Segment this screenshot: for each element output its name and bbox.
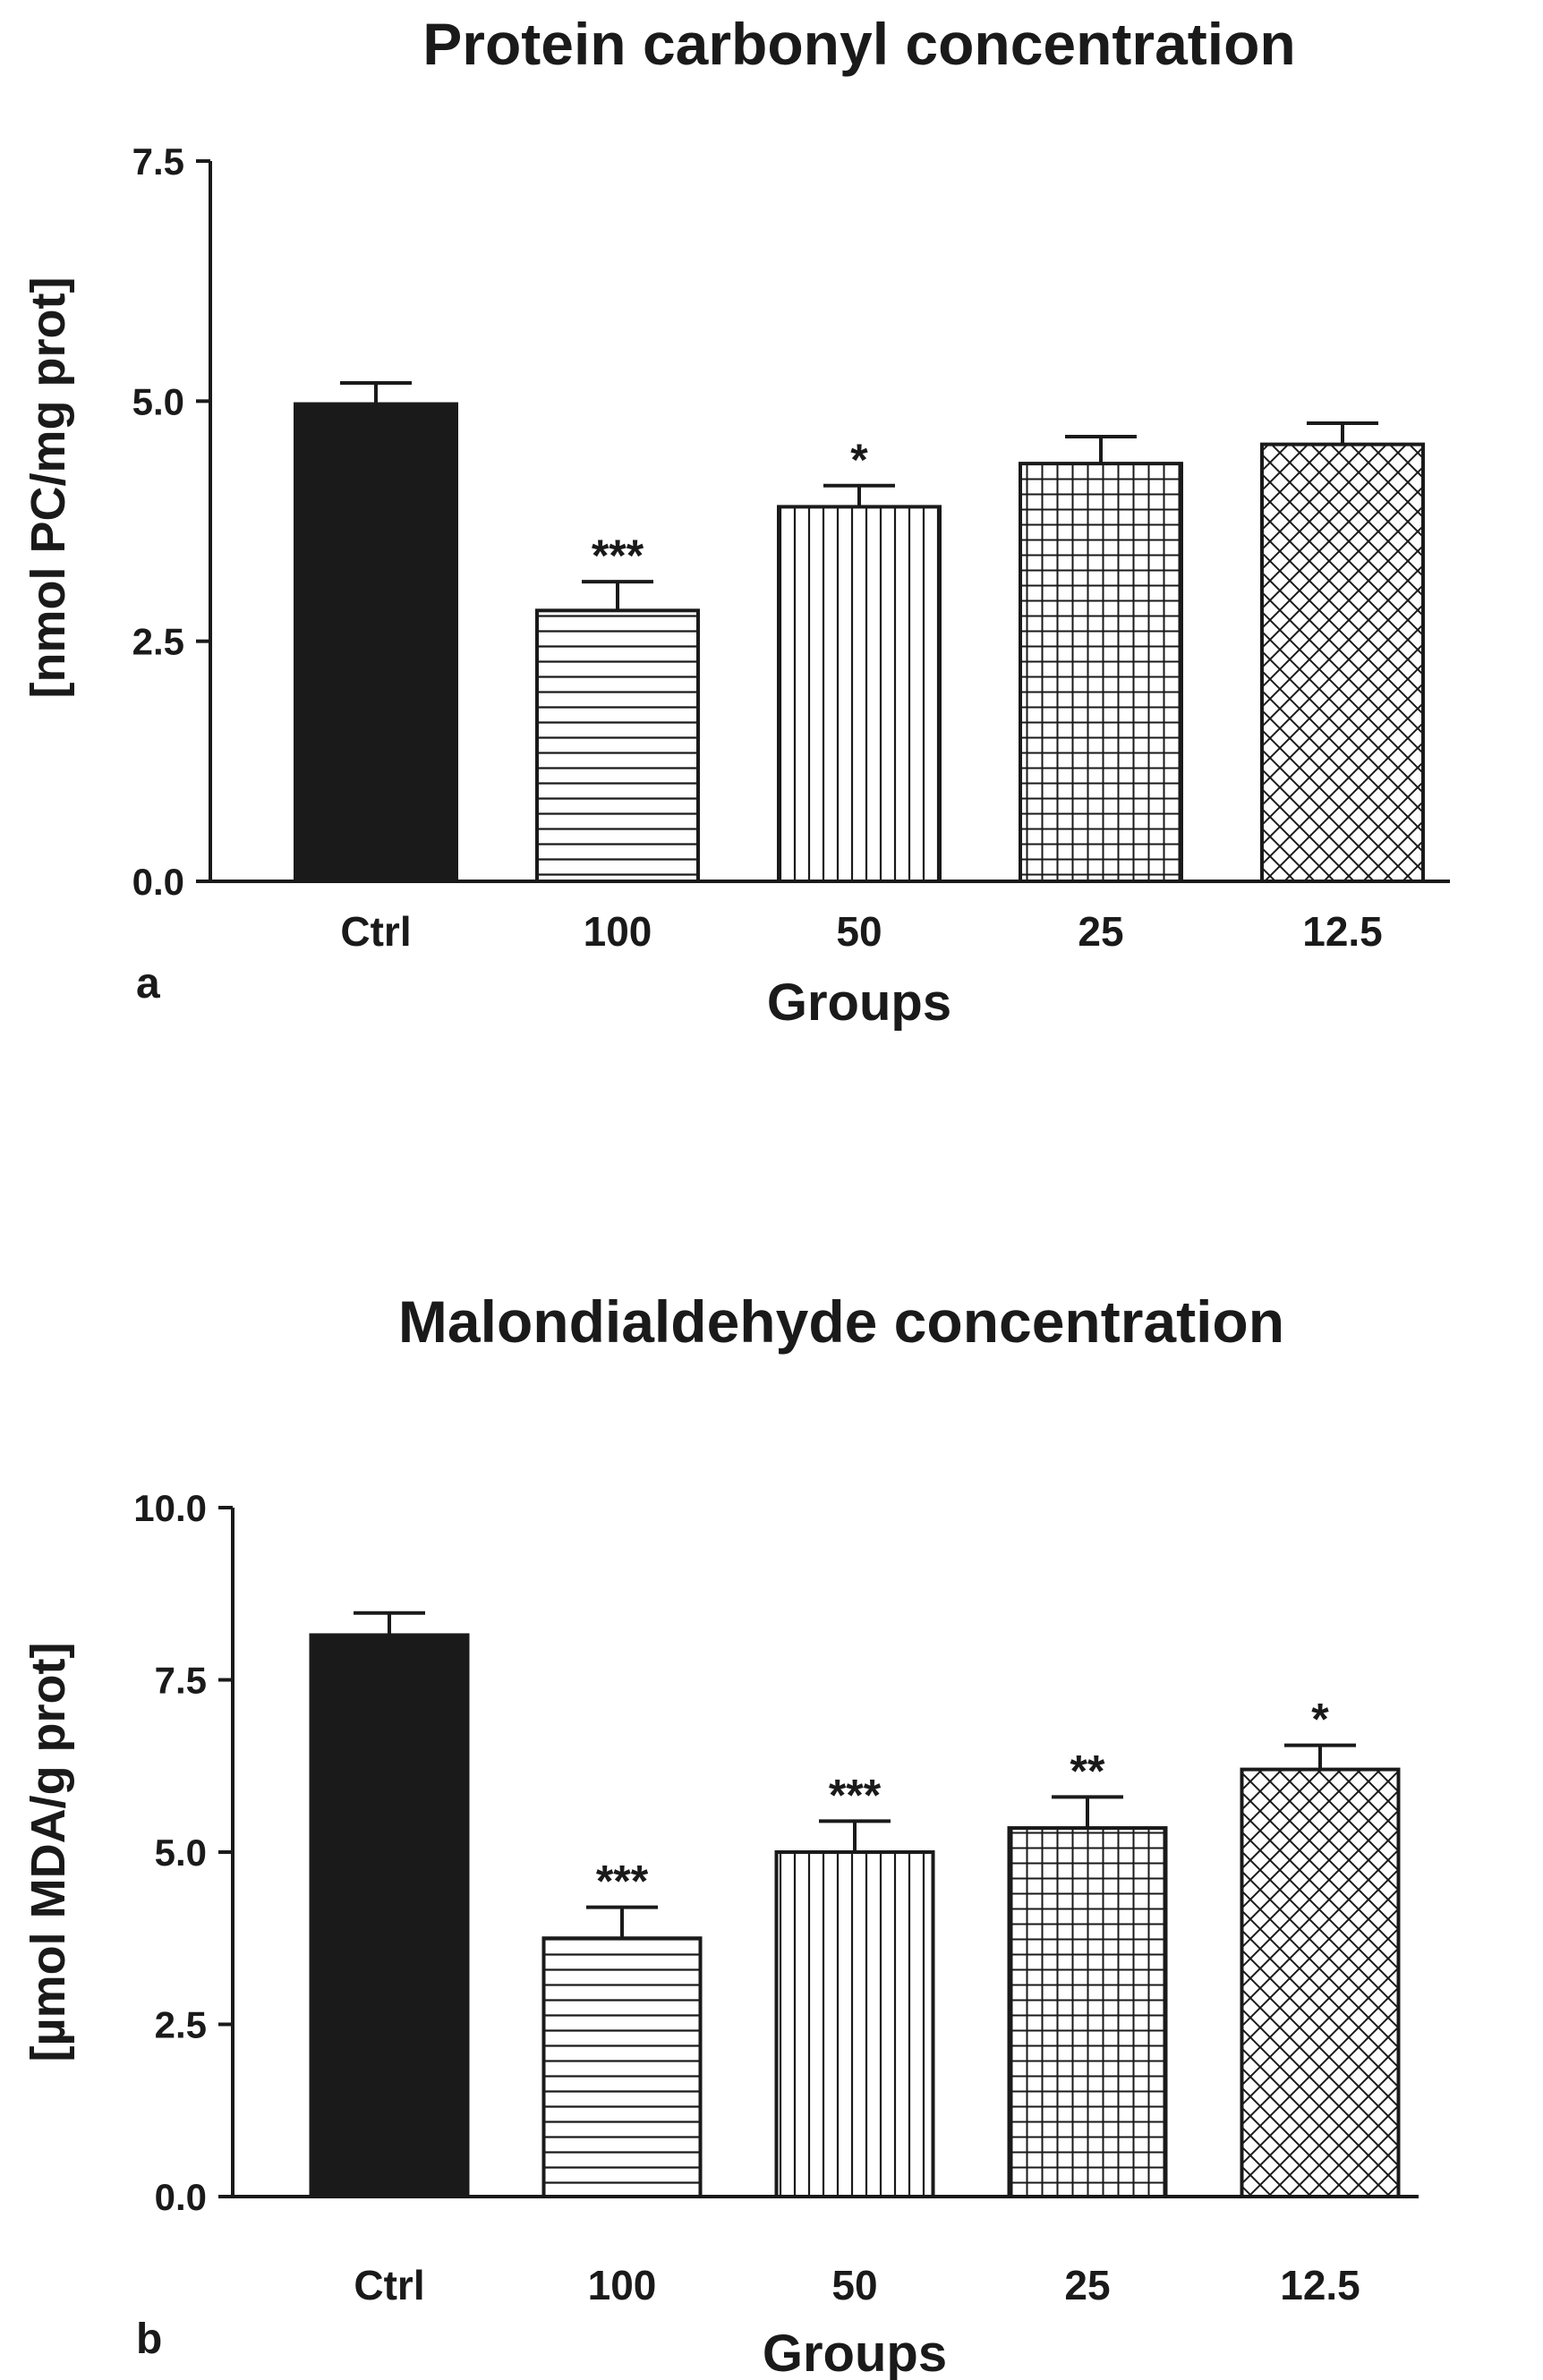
x-tick-label: 100 (588, 2262, 657, 2308)
significance-marker: *** (829, 1770, 882, 1820)
bar-25 (1019, 462, 1183, 883)
y-tick-label: 10.0 (133, 1487, 207, 1529)
chart-b-yticks: 0.0 2.5 5.0 7.5 10.0 (133, 1487, 233, 2218)
y-tick-label: 2.5 (155, 2004, 207, 2046)
significance-marker: *** (592, 531, 644, 581)
x-tick-label: 25 (1078, 908, 1123, 955)
bar-12.5 (1240, 1767, 1401, 2198)
x-tick-label: 50 (831, 2262, 877, 2308)
significance-marker: * (1311, 1695, 1329, 1745)
chart-b-ylabel: [µmol MDA/g prot] (21, 1642, 75, 2061)
chart-a-categories: Ctrl 100 50 25 12.5 (340, 908, 1382, 955)
bar-Ctrl (309, 1633, 470, 2198)
y-tick-label: 5.0 (155, 1832, 207, 1874)
chart-a-ylabel: [nmol PC/mg prot] (21, 277, 75, 699)
y-tick-label: 7.5 (132, 140, 184, 183)
x-tick-label: Ctrl (340, 908, 411, 955)
significance-marker: *** (596, 1857, 649, 1907)
x-tick-label: Ctrl (354, 2262, 424, 2308)
chart-a-panel-label: a (136, 960, 160, 1007)
significance-marker: * (850, 435, 868, 485)
chart-b: Malondialdehyde concentration [µmol MDA/… (21, 1288, 1419, 2380)
significance-marker: ** (1070, 1746, 1105, 1796)
chart-b-xlabel: Groups (763, 2325, 947, 2380)
chart-a: Protein carbonyl concentration [nmol PC/… (21, 11, 1450, 1032)
x-tick-label: 50 (836, 908, 882, 955)
y-tick-label: 7.5 (155, 1660, 207, 1702)
chart-a-xlabel: Groups (767, 973, 951, 1032)
chart-b-bars: ****** *** (309, 1611, 1401, 2199)
bar-100 (541, 1936, 703, 2198)
chart-b-title: Malondialdehyde concentration (398, 1288, 1284, 1355)
chart-a-title: Protein carbonyl concentration (422, 11, 1296, 77)
y-tick-label: 0.0 (132, 861, 184, 903)
chart-b-panel-label: b (136, 2316, 162, 2363)
chart-a-bars: **** (294, 380, 1425, 884)
x-tick-label: 25 (1064, 2262, 1110, 2308)
bar-50 (774, 1850, 935, 2198)
chart-a-yticks: 0.0 2.5 5.0 7.5 (132, 140, 210, 903)
y-tick-label: 2.5 (132, 621, 184, 663)
x-tick-label: 100 (584, 908, 652, 955)
chart-b-categories: Ctrl 100 50 25 12.5 (354, 2262, 1360, 2308)
bar-Ctrl (294, 402, 458, 883)
bar-100 (535, 608, 700, 883)
x-tick-label: 12.5 (1280, 2262, 1360, 2308)
bar-12.5 (1260, 442, 1425, 883)
bar-50 (777, 505, 942, 884)
y-tick-label: 0.0 (155, 2176, 207, 2218)
bar-25 (1007, 1826, 1168, 2199)
y-tick-label: 5.0 (132, 380, 184, 422)
x-tick-label: 12.5 (1302, 908, 1383, 955)
